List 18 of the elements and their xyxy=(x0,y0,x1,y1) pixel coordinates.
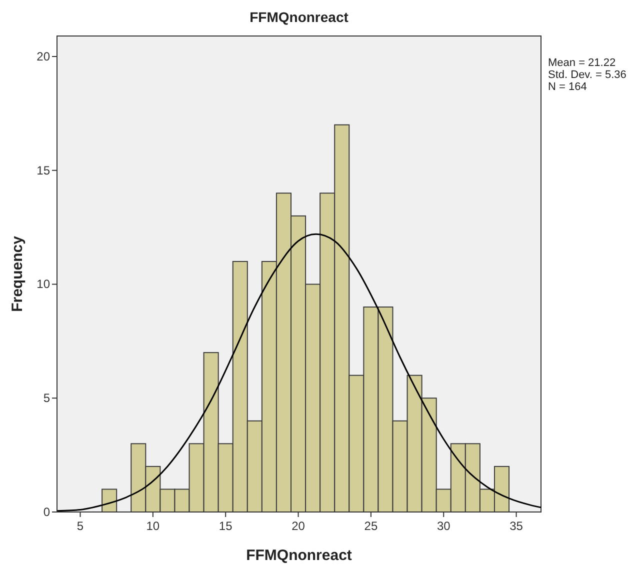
chart-title: FFMQnonreact xyxy=(250,9,349,25)
x-axis-title: FFMQnonreact xyxy=(246,547,352,564)
y-axis-title: Frequency xyxy=(9,235,26,312)
y-tick-label: 5 xyxy=(43,391,50,406)
x-tick-label: 10 xyxy=(146,519,160,533)
x-tick-label: 25 xyxy=(364,519,378,533)
x-tick-label: 20 xyxy=(292,519,306,533)
text: Mean = 21.22 xyxy=(548,57,616,69)
y-tick-label: 15 xyxy=(36,163,50,178)
y-tick-label: 20 xyxy=(36,50,50,64)
y-tick-label: 10 xyxy=(36,277,50,292)
y-tick-label: 0 xyxy=(43,505,50,519)
text: N = 164 xyxy=(548,81,587,93)
x-tick-label: 5 xyxy=(76,519,84,533)
x-tick-label: 35 xyxy=(510,519,524,533)
x-tick-label: 15 xyxy=(218,519,233,533)
x-tick-label: 30 xyxy=(436,519,451,533)
text: Std. Dev. = 5.36 xyxy=(548,69,626,81)
